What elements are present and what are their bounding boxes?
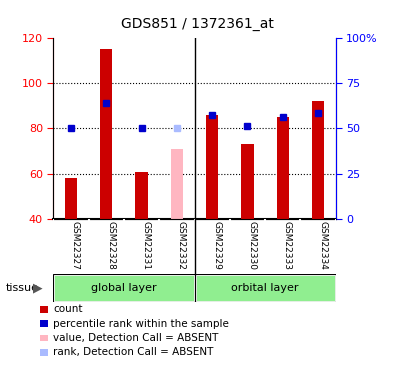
Text: GSM22329: GSM22329 [212, 221, 221, 270]
Text: value, Detection Call = ABSENT: value, Detection Call = ABSENT [53, 333, 219, 343]
Text: GSM22333: GSM22333 [283, 221, 292, 270]
Bar [312, 101, 324, 219]
Text: rank, Detection Call = ABSENT: rank, Detection Call = ABSENT [53, 347, 214, 357]
Text: ▶: ▶ [33, 282, 42, 294]
Text: GDS851 / 1372361_at: GDS851 / 1372361_at [121, 17, 274, 31]
Text: GSM22331: GSM22331 [141, 221, 150, 270]
Bar [241, 144, 254, 219]
Text: tissue: tissue [6, 283, 39, 293]
Text: count: count [53, 304, 83, 314]
Bar [100, 49, 113, 219]
Text: percentile rank within the sample: percentile rank within the sample [53, 319, 229, 328]
Text: GSM22328: GSM22328 [106, 221, 115, 270]
Bar [171, 149, 183, 219]
Bar [135, 172, 148, 219]
Bar [206, 115, 218, 219]
FancyBboxPatch shape [53, 274, 195, 302]
Text: GSM22330: GSM22330 [248, 221, 256, 270]
Text: global layer: global layer [91, 283, 157, 293]
Text: orbital layer: orbital layer [231, 283, 299, 293]
Text: GSM22327: GSM22327 [71, 221, 80, 270]
Text: GSM22334: GSM22334 [318, 221, 327, 270]
Bar [65, 178, 77, 219]
Bar [276, 117, 289, 219]
Text: GSM22332: GSM22332 [177, 221, 186, 270]
FancyBboxPatch shape [195, 274, 336, 302]
